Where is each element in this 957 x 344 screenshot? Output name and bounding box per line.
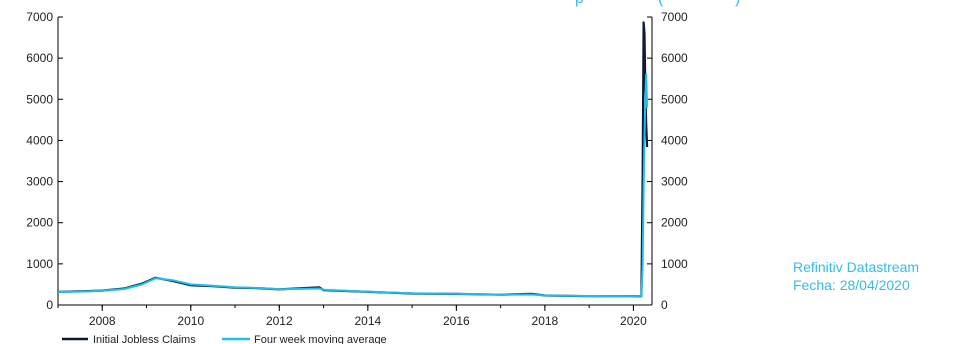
title-fragment-open-paren: ( [658,0,664,7]
series-line-four-week-moving-average [57,73,649,298]
y-tick-label-right-0: 0 [661,298,668,312]
y-tick-label-right-1000: 1000 [661,257,688,271]
x-tick-label-2010: 2010 [177,314,204,328]
source-name: Refinitiv Datastream [793,259,920,275]
legend: Initial Jobless Claims Four week moving … [62,334,387,344]
y-tick-label-left-4000: 4000 [26,133,53,147]
source-date: Fecha: 28/04/2020 [793,277,910,293]
y-tick-label-right-2000: 2000 [661,216,688,230]
y-tick-label-left-2000: 2000 [26,216,53,230]
series-layer [57,21,649,298]
x-tick-label-2014: 2014 [354,314,381,328]
title-fragment: p ( ) [575,0,740,7]
y-tick-label-left-7000: 7000 [26,10,53,24]
y-tick-label-right-4000: 4000 [661,133,688,147]
x-tick-label-2018: 2018 [532,314,559,328]
y-tick-label-left-3000: 3000 [26,175,53,189]
source-note: Refinitiv Datastream Fecha: 28/04/2020 [793,258,919,294]
x-tick-label-2020: 2020 [620,314,647,328]
y-tick-label-left-0: 0 [46,298,53,312]
x-tick-label-2012: 2012 [266,314,293,328]
title-fragment-close-paren: ) [735,0,740,7]
legend-label-moving-average: Four week moving average [254,334,387,344]
axes: 0 0 1000 1000 2000 2000 3000 3000 4000 4000 5000 50… [26,10,688,328]
y-tick-label-right-5000: 5000 [661,92,688,106]
series-line-initial-jobless-claims [57,21,649,298]
y-tick-label-left-5000: 5000 [26,92,53,106]
y-tick-label-right-6000: 6000 [661,51,688,65]
title-fragment-p: p [575,0,584,7]
legend-label-claims: Initial Jobless Claims [93,334,196,344]
y-tick-label-left-6000: 6000 [26,51,53,65]
x-tick-label-2008: 2008 [89,314,116,328]
y-tick-label-right-3000: 3000 [661,175,688,189]
y-tick-label-right-7000: 7000 [661,10,688,24]
y-tick-label-left-1000: 1000 [26,257,53,271]
x-tick-label-2016: 2016 [443,314,470,328]
